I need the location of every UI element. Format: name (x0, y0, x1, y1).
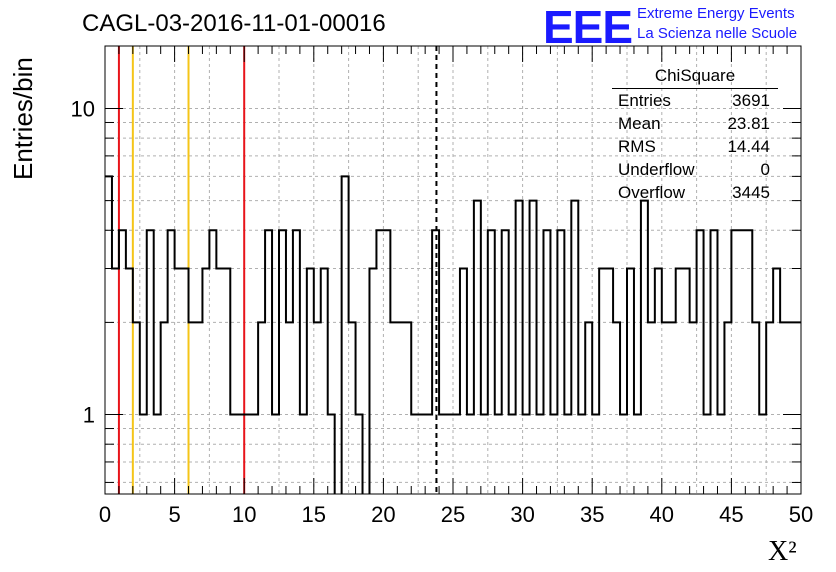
x-tick-label: 30 (510, 502, 534, 527)
x-tick-label: 45 (719, 502, 743, 527)
x-tick-label: 20 (371, 502, 395, 527)
stats-label: Overflow (618, 183, 686, 202)
x-tick-label: 10 (232, 502, 256, 527)
stats-row: Mean 23.81 (612, 112, 778, 135)
stats-value: 23.81 (727, 114, 770, 133)
plot-title: CAGL-03-2016-11-01-00016 (82, 10, 386, 37)
x-tick-label: 5 (168, 502, 180, 527)
axis-ticks (104, 46, 802, 494)
x-tick-label: 25 (441, 502, 465, 527)
stats-value: 3691 (732, 91, 770, 110)
eee-logo: EEE (543, 1, 633, 53)
stats-row: Underflow 0 (612, 158, 778, 181)
stats-label: RMS (618, 137, 656, 156)
x-tick-label: 15 (302, 502, 326, 527)
axis-tick-labels: 0 5 10 15 20 25 30 35 40 45 50 1 10 (71, 96, 814, 527)
x-tick-label: 0 (99, 502, 111, 527)
logo-line-1: Extreme Energy Events (637, 5, 795, 22)
x-tick-label: 40 (650, 502, 674, 527)
histogram-series (105, 175, 801, 494)
logo-line-2: La Scienza nelle Scuole (637, 25, 798, 42)
stats-value: 3445 (732, 183, 770, 202)
x-axis-label: X² (768, 536, 797, 567)
stats-value: 0 (760, 160, 770, 179)
stats-value: 14.44 (727, 137, 770, 156)
y-tick-label: 1 (83, 403, 95, 428)
stats-row: Overflow 3445 (612, 181, 778, 204)
stats-label: Entries (618, 91, 671, 110)
chart-marker-lines (117, 46, 438, 494)
stats-row: Entries 3691 (612, 89, 778, 112)
stats-label: Underflow (618, 160, 695, 179)
y-axis-label: Entries/bin (8, 57, 38, 180)
x-tick-label: 50 (789, 502, 813, 527)
stats-row: RMS 14.44 (612, 135, 778, 158)
stats-title: ChiSquare (654, 66, 736, 85)
stats-label: Mean (618, 114, 661, 133)
y-tick-label: 10 (71, 96, 95, 121)
stats-divider (612, 88, 778, 89)
stats-box: ChiSquare Entries 3691 Mean 23.81 RMS 14.44 Un… (612, 66, 778, 204)
x-tick-label: 35 (580, 502, 604, 527)
